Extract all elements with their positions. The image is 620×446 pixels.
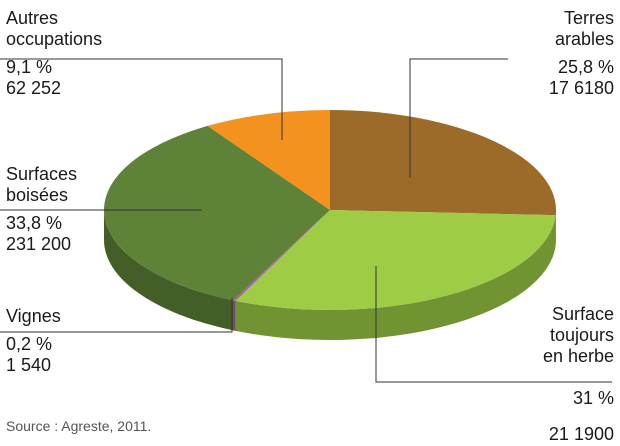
source-note: Source : Agreste, 2011. xyxy=(6,418,152,434)
leader-line-0 xyxy=(409,58,508,178)
slice-name: Terres xyxy=(563,8,614,28)
label-surfaces-boisees: Surfaces boisées 33,8 % 231 200 xyxy=(6,164,77,255)
pie-slice-0 xyxy=(330,110,556,216)
pie-side-3 xyxy=(104,210,234,331)
pie-side-2 xyxy=(233,300,236,331)
slice-percent: 9,1 % xyxy=(6,57,53,77)
slice-name: toujours xyxy=(549,325,614,345)
slice-percent: 33,8 % xyxy=(6,213,63,233)
slice-percent: 25,8 % xyxy=(557,57,614,77)
slice-name: Autres xyxy=(6,8,59,28)
slice-value: 62 252 xyxy=(6,78,62,98)
label-surface-toujours-en-herbe: Surface toujours en herbe xyxy=(543,304,614,367)
leader-line-4 xyxy=(0,58,283,140)
slice-name: occupations xyxy=(6,29,103,49)
slice-name: en herbe xyxy=(542,346,614,366)
slice-value: 1 540 xyxy=(6,355,52,375)
pie-slice-2 xyxy=(233,210,330,301)
pie-side-1 xyxy=(235,215,556,340)
label-vignes: Vignes 0,2 % 1 540 xyxy=(6,306,61,376)
slice-name: boisées xyxy=(6,185,69,205)
leader-line-1 xyxy=(375,266,612,383)
slice-value: 17 6180 xyxy=(548,78,614,98)
slice-name: Surfaces xyxy=(6,164,78,184)
leader-line-2 xyxy=(0,298,233,333)
pie-slice-4 xyxy=(207,110,330,210)
slice-percent: 0,2 % xyxy=(6,334,53,354)
slice-name: arables xyxy=(554,29,614,49)
pie-slice-1 xyxy=(235,210,556,310)
pie-slice-3 xyxy=(103,125,330,301)
slice-value: 21 1900 xyxy=(548,424,614,444)
slice-name: Vignes xyxy=(6,306,61,326)
label-terres-arables: Terres arables 25,8 % 17 6180 xyxy=(549,8,614,99)
slice-percent: 31 % xyxy=(572,388,614,408)
label-autres-occupations: Autres occupations 9,1 % 62 252 xyxy=(6,8,102,99)
slice-name: Surface xyxy=(551,304,614,324)
slice-value: 231 200 xyxy=(6,234,72,254)
